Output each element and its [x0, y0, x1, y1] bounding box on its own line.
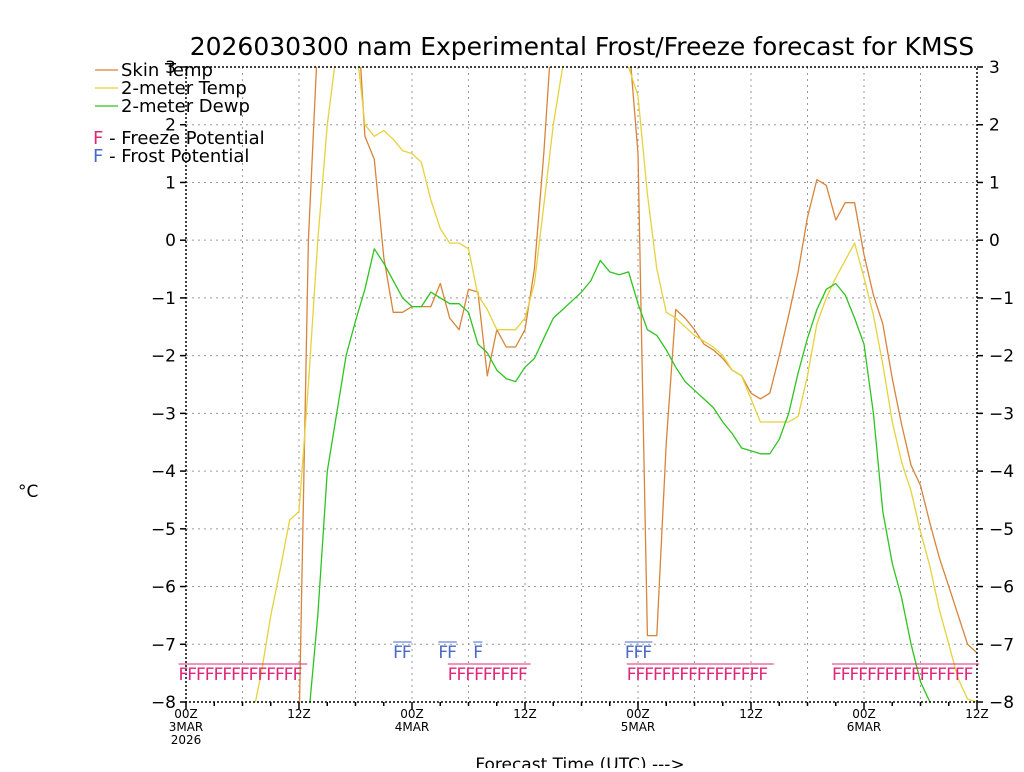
- y-tick-label: −5: [151, 520, 176, 540]
- y-tick-label-right: −1: [989, 289, 1014, 309]
- x-tick-label: 00Z: [174, 707, 198, 721]
- y-tick-label-right: −7: [989, 635, 1014, 655]
- y-tick-label-right: −6: [989, 578, 1014, 598]
- frost-flag: FF: [393, 643, 411, 663]
- x-tick-label: 4MAR: [395, 720, 430, 734]
- x-tick-label: 6MAR: [847, 720, 882, 734]
- x-tick-label: 5MAR: [621, 720, 656, 734]
- y-tick-label: −8: [151, 693, 176, 713]
- y-tick-label-right: 1: [989, 173, 1000, 193]
- y-tick-label: −3: [151, 404, 176, 424]
- y-tick-label-right: −2: [989, 347, 1014, 367]
- y-tick-label-right: 0: [989, 231, 1000, 251]
- series-line-2-meter-dewp: [309, 248, 931, 702]
- x-tick-label: 00Z: [626, 707, 650, 721]
- y-tick-label-right: −8: [989, 693, 1014, 713]
- y-tick-label: −4: [151, 462, 176, 482]
- series-line-2-meter-temp: [254, 67, 977, 702]
- legend-entry: Skin Temp: [121, 60, 213, 81]
- y-tick-label: 2: [165, 116, 176, 136]
- y-axis-label: °C: [18, 482, 38, 502]
- legend-flag-entry: F - Frost Potential: [93, 146, 249, 167]
- y-tick-label-right: −5: [989, 520, 1014, 540]
- x-tick-label: 12Z: [965, 707, 989, 721]
- y-tick-label-right: −4: [989, 462, 1014, 482]
- x-tick-label: 00Z: [400, 707, 424, 721]
- x-tick-label: 12Z: [287, 707, 311, 721]
- freeze-flag: FFFFFFFFFFFFFFFF: [832, 665, 973, 685]
- legend-flag-text: - Freeze Potential: [103, 128, 264, 149]
- plot-frame: [185, 66, 978, 703]
- x-tick-label: 2026: [171, 733, 202, 747]
- frost-flag: FFF: [625, 643, 652, 663]
- y-tick-label-right: −3: [989, 404, 1014, 424]
- y-tick-label: 0: [165, 231, 176, 251]
- freeze-flag: FFFFFFFFF: [448, 665, 527, 685]
- frost-flag: F: [473, 643, 482, 663]
- y-tick-label: 3: [165, 58, 176, 78]
- freeze-flag: FFFFFFFFFFFFFFFF: [627, 665, 768, 685]
- y-tick-label-right: 3: [989, 58, 1000, 78]
- x-tick-label: 12Z: [739, 707, 763, 721]
- series-lines: [254, 67, 977, 702]
- y-tick-label: −1: [151, 289, 176, 309]
- freeze-flag: FFFFFFFFFFFFFF: [178, 665, 301, 685]
- frost-flag: FF: [438, 643, 456, 663]
- chart-title: 2026030300 nam Experimental Frost/Freeze…: [190, 32, 975, 61]
- legend-flag-letter: F: [93, 128, 103, 149]
- grid: [186, 67, 977, 702]
- legend-flag-entry: F - Freeze Potential: [93, 128, 265, 149]
- legend-entry: 2-meter Temp: [121, 78, 247, 99]
- legend-flag-letter: F: [93, 146, 103, 167]
- y-tick-label: −2: [151, 347, 176, 367]
- x-tick-label: 12Z: [513, 707, 537, 721]
- x-axis-label: Forecast Time (UTC) --->: [475, 755, 684, 768]
- y-tick-label: 1: [165, 173, 176, 193]
- axes: −8 −8 −7 −7 −6 −6 −5 −5 −4 −4 −3 −3 −2 −2 −1 −1 0 0 1 1 2 2 3 3…: [151, 58, 1014, 747]
- legend-entry: 2-meter Dewp: [121, 96, 250, 117]
- y-tick-label-right: 2: [989, 116, 1000, 136]
- y-tick-label: −6: [151, 578, 176, 598]
- y-tick-label: −7: [151, 635, 176, 655]
- x-tick-label: 00Z: [852, 707, 876, 721]
- legend-flag-text: - Frost Potential: [103, 146, 249, 167]
- x-tick-label: 3MAR: [169, 720, 204, 734]
